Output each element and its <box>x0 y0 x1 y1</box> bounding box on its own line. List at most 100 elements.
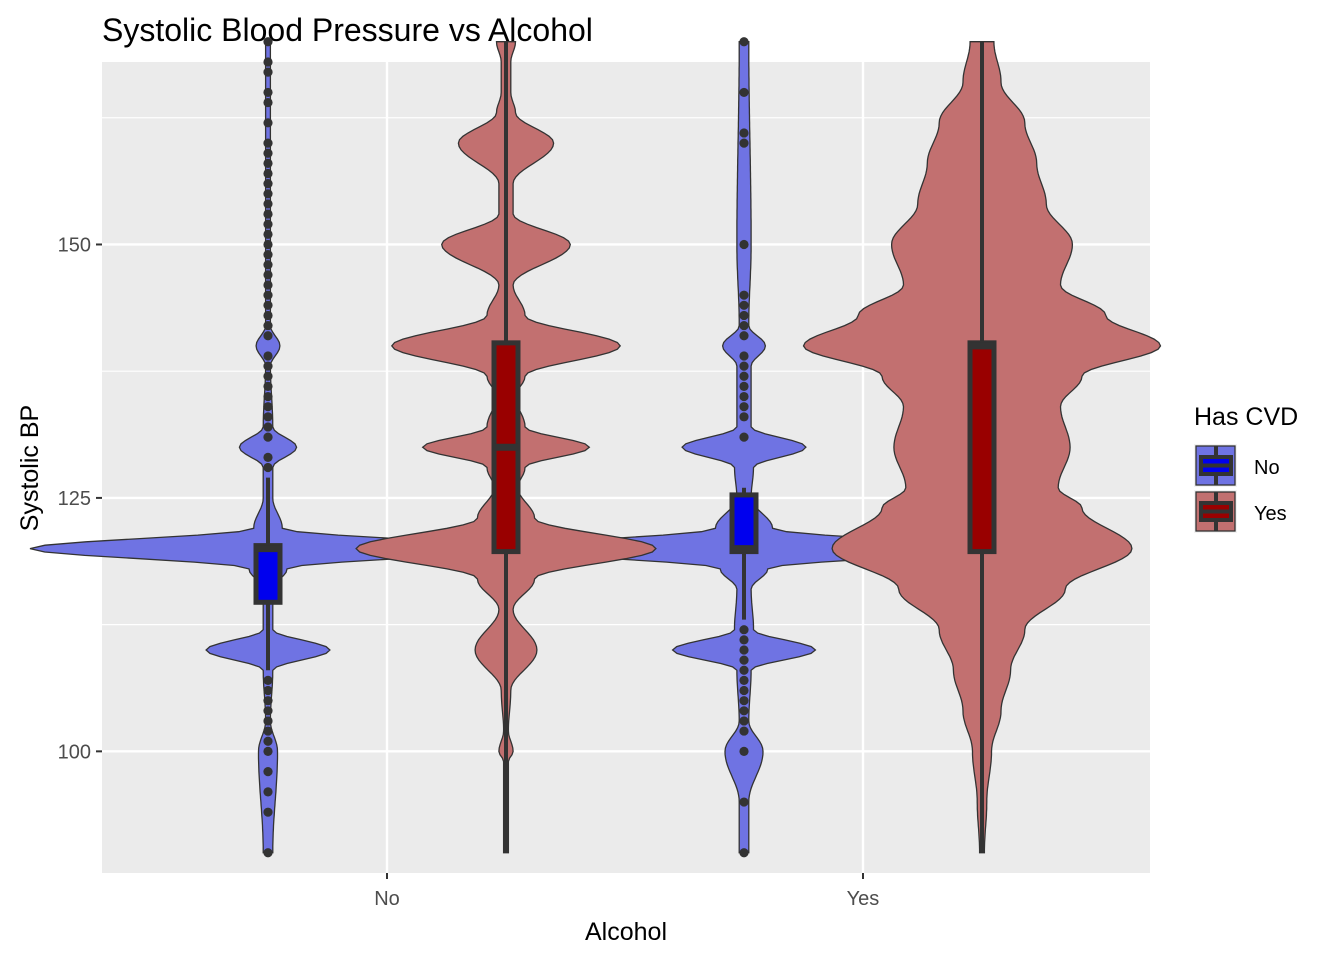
outlier-point <box>263 402 273 412</box>
legend-title: Has CVD <box>1194 403 1298 431</box>
outlier-point <box>263 716 273 726</box>
outlier-point <box>263 736 273 746</box>
outlier-point <box>739 310 749 321</box>
outlier-point <box>263 432 273 442</box>
outlier-point <box>739 402 749 412</box>
outlier-point <box>739 37 749 47</box>
outlier-point <box>739 848 749 858</box>
outlier-point <box>739 239 749 250</box>
outlier-point <box>263 270 273 280</box>
outlier-point <box>263 290 273 300</box>
chart-title: Systolic Blood Pressure vs Alcohol <box>102 12 593 48</box>
outlier-point <box>263 300 273 310</box>
outlier-point <box>739 655 749 665</box>
outlier-point <box>739 645 749 655</box>
outlier-point <box>739 412 749 422</box>
outlier-point <box>739 665 749 675</box>
y-tick-label: 125 <box>58 488 91 510</box>
box-no-yes <box>729 492 759 555</box>
legend-keys: No Yes <box>1194 444 1287 533</box>
y-tick-label: 100 <box>58 741 91 763</box>
y-tick-label: 150 <box>58 234 91 256</box>
outlier-point <box>263 361 273 371</box>
outlier-point <box>263 219 273 229</box>
outlier-point <box>263 260 273 270</box>
outlier-point <box>263 452 273 462</box>
outlier-point <box>263 462 273 473</box>
outlier-point <box>263 138 273 148</box>
outlier-point <box>263 280 273 290</box>
outlier-point <box>263 807 273 817</box>
outlier-point <box>739 696 749 706</box>
outlier-point <box>263 726 273 736</box>
box-no-no <box>253 543 283 605</box>
outlier-point <box>739 706 749 716</box>
outlier-point <box>263 97 273 108</box>
outlier-point <box>263 189 273 199</box>
outlier-point <box>263 848 273 858</box>
outlier-point <box>739 797 749 807</box>
outlier-point <box>263 168 273 179</box>
legend: Has CVD No Yes <box>1194 403 1298 533</box>
outlier-point <box>739 351 749 361</box>
outlier-point <box>739 320 749 331</box>
violin-no-yes <box>505 41 983 854</box>
outlier-point <box>739 625 749 635</box>
outlier-point <box>263 118 273 128</box>
outlier-point <box>263 381 273 391</box>
outlier-point <box>739 716 749 726</box>
outlier-point <box>263 239 273 250</box>
x-tick-label: No <box>374 888 400 910</box>
axis-layer: 100 125 150 No Yes <box>58 234 880 910</box>
outlier-point <box>739 432 749 442</box>
outlier-point <box>263 229 273 239</box>
outlier-point <box>739 300 749 310</box>
box-layer <box>253 37 997 858</box>
outlier-point <box>263 371 273 381</box>
outlier-point <box>739 726 749 736</box>
outlier-point <box>263 767 273 777</box>
legend-label-yes: Yes <box>1254 503 1287 525</box>
outlier-point <box>263 320 273 331</box>
outlier-point <box>263 209 273 219</box>
outlier-point <box>263 67 273 77</box>
outlier-point <box>263 787 273 797</box>
outlier-point <box>263 57 273 67</box>
outlier-point <box>739 381 749 391</box>
outlier-point <box>263 199 273 209</box>
outlier-point <box>263 148 273 158</box>
outlier-point <box>739 371 749 381</box>
outlier-point <box>739 746 749 756</box>
legend-label-no: No <box>1254 457 1280 479</box>
outlier-point <box>263 179 273 189</box>
outlier-point <box>263 412 273 422</box>
outlier-point <box>739 290 749 300</box>
outlier-point <box>263 37 273 47</box>
outlier-point <box>263 250 273 260</box>
outlier-point <box>263 422 273 432</box>
outlier-point <box>263 685 273 696</box>
outlier-point <box>739 635 749 645</box>
outlier-point <box>739 675 749 685</box>
outlier-point <box>263 696 273 706</box>
outlier-point <box>263 675 273 685</box>
outlier-point <box>739 685 749 696</box>
outlier-point <box>263 310 273 321</box>
outlier-point <box>263 706 273 716</box>
outlier-point <box>739 138 749 148</box>
outlier-point <box>263 391 273 402</box>
outlier-point <box>739 391 749 402</box>
x-tick-label: Yes <box>847 888 880 910</box>
outlier-point <box>739 128 749 138</box>
outlier-point <box>263 351 273 361</box>
outlier-point <box>739 87 749 98</box>
outlier-point <box>739 361 749 371</box>
box-yes-yes <box>967 340 997 555</box>
x-axis-title: Alcohol <box>585 918 667 946</box>
outlier-point <box>739 331 749 341</box>
outlier-point <box>263 87 273 98</box>
y-axis-title: Systolic BP <box>16 405 44 531</box>
outlier-point <box>263 158 273 168</box>
